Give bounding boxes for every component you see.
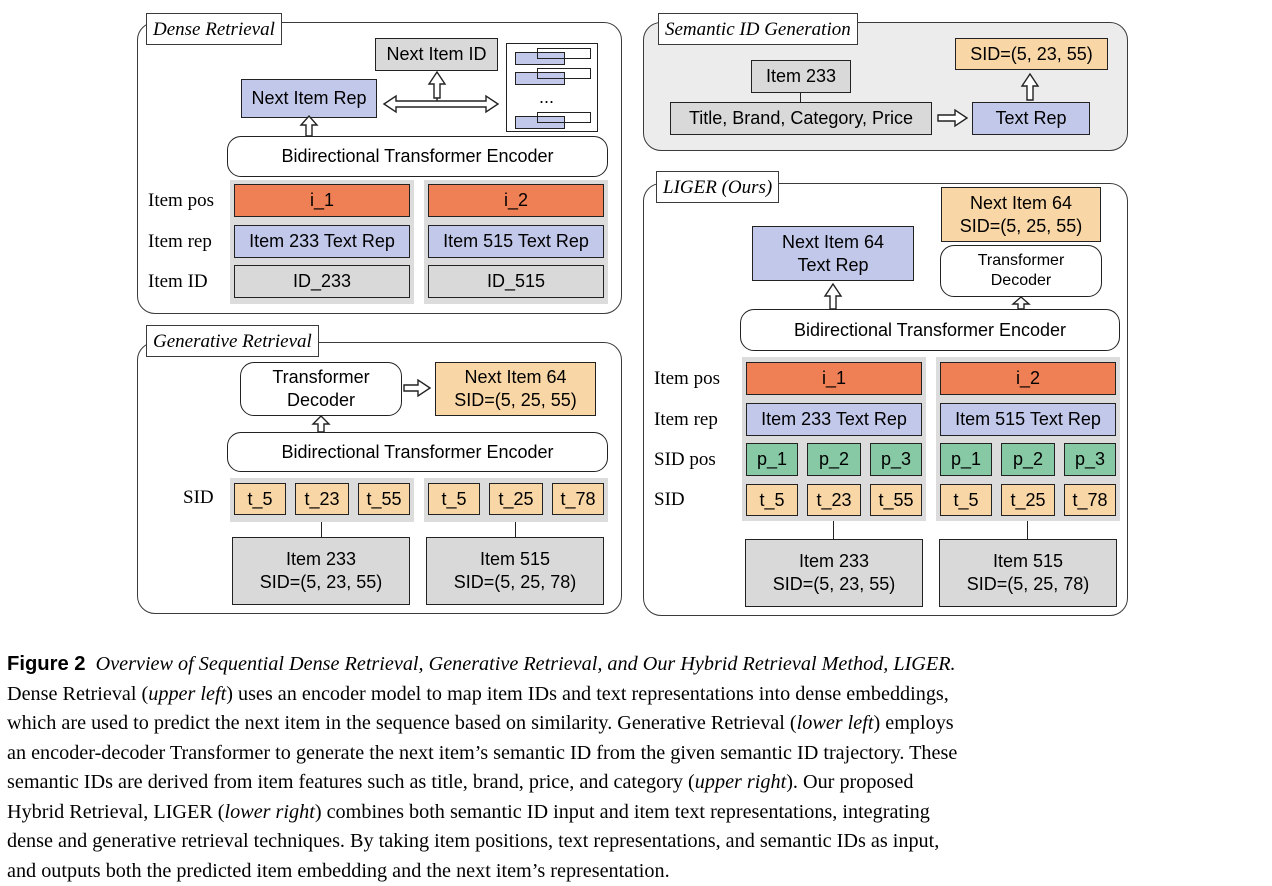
label-item-rep: Item rep: [654, 409, 718, 431]
gen-token: t_5: [428, 483, 480, 515]
label-item-pos: Item pos: [654, 368, 720, 390]
dense-encoder: Bidirectional Transformer Encoder: [227, 136, 608, 177]
label-item-rep: Item rep: [148, 231, 212, 253]
caption-text: ) combines both semantic ID input and it…: [315, 801, 930, 823]
connector-line: [1027, 521, 1028, 539]
liger-next-sid-box: Next Item 64 SID=(5, 25, 55): [941, 187, 1101, 242]
semantic-id-title: Semantic ID Generation: [658, 13, 858, 45]
caption-text: ). Our proposed: [786, 771, 913, 793]
connector-line: [515, 522, 516, 537]
liger-encoder: Bidirectional Transformer Encoder: [740, 309, 1120, 351]
embedding-row-highlight: [537, 68, 591, 79]
caption-text: an encoder-decoder Transformer to genera…: [7, 739, 1265, 769]
liger-sid-pos: p_1: [746, 443, 798, 476]
dense-retrieval-title: Dense Retrieval: [146, 13, 282, 45]
liger-title: LIGER (Ours): [656, 171, 779, 203]
item-pos-2: i_2: [428, 184, 604, 217]
caption-title: Overview of Sequential Dense Retrieval, …: [96, 653, 956, 675]
gen-token: t_5: [234, 483, 286, 515]
item-embedding-table: ...: [506, 43, 598, 132]
liger-item-pos-1: i_1: [746, 362, 922, 395]
liger-sid-pos: p_1: [940, 443, 992, 476]
next-item-id-box: Next Item ID: [375, 38, 498, 71]
liger-item-pos-2: i_2: [940, 362, 1116, 395]
liger-item-233: Item 233 SID=(5, 23, 55): [745, 539, 923, 607]
gen-item-233: Item 233 SID=(5, 23, 55): [232, 537, 410, 605]
figure-caption: Figure 2 Overview of Sequential Dense Re…: [7, 650, 1265, 886]
label-item-id: Item ID: [148, 271, 208, 293]
caption-text: which are used to predict the next item …: [7, 712, 797, 734]
liger-sid-pos: p_3: [1064, 443, 1116, 476]
ellipsis-text: ...: [539, 87, 554, 108]
liger-item-515: Item 515 SID=(5, 25, 78): [939, 539, 1117, 607]
liger-item-233-text-rep: Item 233 Text Rep: [746, 403, 922, 436]
item-233-text-rep: Item 233 Text Rep: [234, 225, 410, 258]
caption-text: dense and generative retrieval technique…: [7, 827, 1265, 857]
gen-decoder: Transformer Decoder: [240, 362, 402, 416]
connector-line: [800, 93, 801, 102]
gen-token: t_78: [552, 483, 604, 515]
liger-decoder: Transformer Decoder: [940, 245, 1102, 297]
caption-text: ) employs: [873, 712, 953, 734]
label-sid: SID: [183, 487, 214, 509]
sid-output-box: SID=(5, 23, 55): [955, 38, 1108, 70]
caption-emphasis: lower left: [797, 712, 874, 734]
caption-emphasis: lower right: [225, 801, 315, 823]
gen-token: t_23: [295, 483, 349, 515]
caption-text: semantic IDs are derived from item featu…: [7, 771, 695, 793]
liger-token: t_23: [807, 484, 861, 516]
label-sid: SID: [654, 489, 685, 511]
connector-line: [833, 521, 834, 539]
item-pos-1: i_1: [234, 184, 410, 217]
liger-token: t_78: [1064, 484, 1116, 516]
gen-token: t_25: [489, 483, 543, 515]
caption-emphasis: upper left: [148, 683, 226, 705]
label-sid-pos: SID pos: [654, 449, 716, 471]
caption-text: and outputs both the predicted item embe…: [7, 857, 1265, 886]
embedding-row-highlight: [537, 112, 591, 123]
liger-next-text-rep-box: Next Item 64 Text Rep: [752, 226, 914, 281]
item-id-233: ID_233: [234, 265, 410, 298]
item-233-box: Item 233: [751, 60, 851, 93]
liger-token: t_55: [870, 484, 922, 516]
liger-token: t_5: [746, 484, 798, 516]
connector-line: [321, 522, 322, 537]
liger-token: t_5: [940, 484, 992, 516]
gen-encoder: Bidirectional Transformer Encoder: [227, 432, 608, 472]
caption-text: Hybrid Retrieval, LIGER (: [7, 801, 225, 823]
liger-token: t_25: [1001, 484, 1055, 516]
features-box: Title, Brand, Category, Price: [670, 102, 932, 135]
text-rep-box: Text Rep: [972, 102, 1090, 135]
liger-sid-pos: p_3: [870, 443, 922, 476]
caption-text: Dense Retrieval (: [7, 683, 148, 705]
caption-text: ) uses an encoder model to map item IDs …: [226, 683, 949, 705]
item-515-text-rep: Item 515 Text Rep: [428, 225, 604, 258]
figure-label: Figure 2: [7, 653, 86, 675]
label-item-pos: Item pos: [148, 190, 214, 212]
generative-retrieval-title: Generative Retrieval: [146, 325, 319, 357]
gen-item-515: Item 515 SID=(5, 25, 78): [426, 537, 604, 605]
liger-item-515-text-rep: Item 515 Text Rep: [940, 403, 1116, 436]
embedding-row-highlight: [537, 48, 591, 59]
gen-next-item-box: Next Item 64 SID=(5, 25, 55): [435, 362, 596, 416]
item-id-515: ID_515: [428, 265, 604, 298]
liger-sid-pos: p_2: [807, 443, 861, 476]
caption-emphasis: upper right: [695, 771, 786, 793]
next-item-rep-box: Next Item Rep: [241, 79, 377, 118]
gen-token: t_55: [358, 483, 410, 515]
liger-sid-pos: p_2: [1001, 443, 1055, 476]
